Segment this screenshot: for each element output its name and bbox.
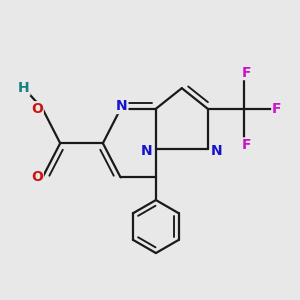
Text: N: N: [116, 99, 128, 113]
Text: F: F: [242, 66, 251, 80]
Text: N: N: [211, 145, 222, 158]
Text: O: O: [31, 102, 43, 116]
Text: H: H: [18, 81, 30, 95]
Text: N: N: [141, 145, 153, 158]
Text: F: F: [272, 102, 281, 116]
Text: O: O: [31, 170, 43, 184]
Text: F: F: [242, 138, 251, 152]
